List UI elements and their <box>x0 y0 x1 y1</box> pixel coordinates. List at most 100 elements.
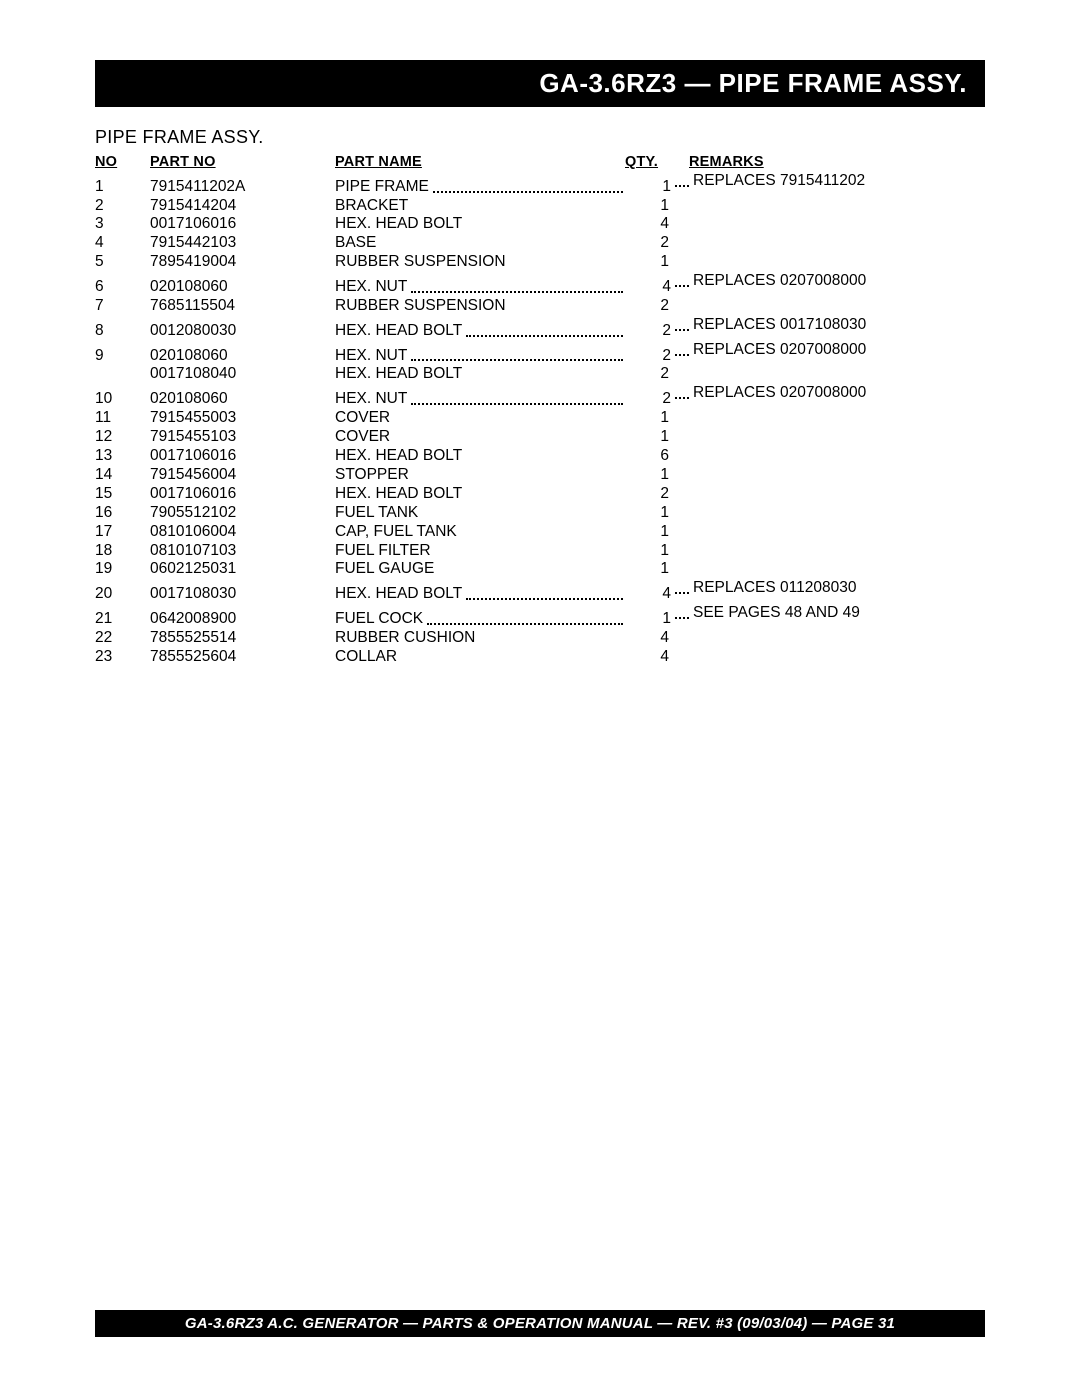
table-row: 127915455103COVER1 <box>95 428 985 447</box>
table-row: 147915456004STOPPER1 <box>95 466 985 485</box>
table-row: 130017106016HEX. HEAD BOLT6 <box>95 447 985 466</box>
cell-qty: 4 <box>625 278 675 297</box>
table-row: 80012080030HEX. HEAD BOLT2REPLACES 00171… <box>95 316 985 341</box>
cell-no: 7 <box>95 297 150 316</box>
cell-qty: 1 <box>625 466 675 485</box>
cell-no: 13 <box>95 447 150 466</box>
cell-partname: COVER <box>335 428 625 447</box>
cell-partno: 7915455003 <box>150 409 335 428</box>
subtitle: PIPE FRAME ASSY. <box>95 127 985 148</box>
header-partname: PART NAME <box>335 154 625 172</box>
cell-partno: 7915442103 <box>150 234 335 253</box>
cell-partname: HEX. HEAD BOLT <box>335 585 625 604</box>
table-row: 57895419004RUBBER SUSPENSION1 <box>95 253 985 272</box>
table-row: 27915414204BRACKET1 <box>95 197 985 216</box>
cell-partno: 7915455103 <box>150 428 335 447</box>
cell-no: 23 <box>95 648 150 667</box>
table-row: 10020108060HEX. NUT2REPLACES 0207008000 <box>95 384 985 409</box>
cell-no: 17 <box>95 523 150 542</box>
cell-no: 3 <box>95 215 150 234</box>
cell-partname: HEX. HEAD BOLT <box>335 215 625 234</box>
cell-qty: 1 <box>625 610 675 629</box>
cell-no: 5 <box>95 253 150 272</box>
cell-partno: 0017108040 <box>150 365 335 384</box>
cell-remarks: SEE PAGES 48 AND 49 <box>675 604 985 623</box>
cell-qty: 2 <box>625 322 675 341</box>
header-remarks: REMARKS <box>675 154 985 172</box>
cell-partname: HEX. HEAD BOLT <box>335 322 625 341</box>
cell-no: 9 <box>95 347 150 366</box>
cell-partno: 0017106016 <box>150 485 335 504</box>
cell-partno: 7905512102 <box>150 504 335 523</box>
cell-no: 18 <box>95 542 150 561</box>
cell-qty: 1 <box>625 178 675 197</box>
cell-partno: 0017106016 <box>150 447 335 466</box>
cell-partno: 7915411202A <box>150 178 335 197</box>
cell-remarks: REPLACES 0207008000 <box>675 272 985 291</box>
cell-remarks: REPLACES 0017108030 <box>675 316 985 335</box>
cell-no: 14 <box>95 466 150 485</box>
cell-partno: 0810106004 <box>150 523 335 542</box>
cell-no: 16 <box>95 504 150 523</box>
cell-partno: 7855525514 <box>150 629 335 648</box>
cell-partname: FUEL TANK <box>335 504 625 523</box>
header-qty: QTY. <box>625 154 675 172</box>
cell-qty: 4 <box>625 648 675 667</box>
table-row: 47915442103BASE2 <box>95 234 985 253</box>
cell-no: 21 <box>95 610 150 629</box>
cell-partname: CAP, FUEL TANK <box>335 523 625 542</box>
table-row: 170810106004CAP, FUEL TANK1 <box>95 523 985 542</box>
cell-partname: PIPE FRAME <box>335 178 625 197</box>
table-header-row: NO PART NO PART NAME QTY. REMARKS <box>95 154 985 172</box>
cell-partname: HEX. NUT <box>335 278 625 297</box>
cell-remarks: REPLACES 011208030 <box>675 579 985 598</box>
cell-partname: FUEL COCK <box>335 610 625 629</box>
cell-partname: BRACKET <box>335 197 625 216</box>
table-row: 180810107103FUEL FILTER1 <box>95 542 985 561</box>
table-row: 190602125031FUEL GAUGE1 <box>95 560 985 579</box>
table-row: 150017106016HEX. HEAD BOLT2 <box>95 485 985 504</box>
cell-qty: 2 <box>625 347 675 366</box>
cell-partno: 020108060 <box>150 390 335 409</box>
cell-partname: RUBBER SUSPENSION <box>335 253 625 272</box>
table-row: 77685115504RUBBER SUSPENSION2 <box>95 297 985 316</box>
cell-qty: 2 <box>625 297 675 316</box>
cell-partno: 0017106016 <box>150 215 335 234</box>
cell-partno: 7685115504 <box>150 297 335 316</box>
cell-no: 4 <box>95 234 150 253</box>
cell-qty: 1 <box>625 409 675 428</box>
cell-partname: HEX. HEAD BOLT <box>335 365 625 384</box>
cell-qty: 2 <box>625 365 675 384</box>
cell-partno: 0017108030 <box>150 585 335 604</box>
cell-qty: 4 <box>625 629 675 648</box>
cell-remarks: REPLACES 0207008000 <box>675 384 985 403</box>
cell-no: 20 <box>95 585 150 604</box>
cell-partno: 7855525604 <box>150 648 335 667</box>
cell-partname: HEX. HEAD BOLT <box>335 447 625 466</box>
table-row: 167905512102FUEL TANK1 <box>95 504 985 523</box>
cell-partname: FUEL GAUGE <box>335 560 625 579</box>
cell-no: 15 <box>95 485 150 504</box>
cell-qty: 4 <box>625 585 675 604</box>
parts-table: NO PART NO PART NAME QTY. REMARKS 179154… <box>95 154 985 667</box>
cell-qty: 2 <box>625 234 675 253</box>
cell-no: 11 <box>95 409 150 428</box>
table-row: 237855525604COLLAR4 <box>95 648 985 667</box>
cell-partno: 020108060 <box>150 278 335 297</box>
cell-partname: BASE <box>335 234 625 253</box>
table-row: 200017108030HEX. HEAD BOLT4REPLACES 0112… <box>95 579 985 604</box>
cell-partname: COLLAR <box>335 648 625 667</box>
cell-partname: STOPPER <box>335 466 625 485</box>
table-row: 17915411202APIPE FRAME1REPLACES 79154112… <box>95 172 985 197</box>
cell-qty: 6 <box>625 447 675 466</box>
table-row: 6020108060HEX. NUT4REPLACES 0207008000 <box>95 272 985 297</box>
cell-no: 2 <box>95 197 150 216</box>
cell-partno: 020108060 <box>150 347 335 366</box>
cell-qty: 1 <box>625 523 675 542</box>
cell-no: 19 <box>95 560 150 579</box>
cell-partname: HEX. HEAD BOLT <box>335 485 625 504</box>
cell-no: 22 <box>95 629 150 648</box>
cell-partname: HEX. NUT <box>335 390 625 409</box>
header-no: NO <box>95 154 150 172</box>
cell-qty: 1 <box>625 542 675 561</box>
